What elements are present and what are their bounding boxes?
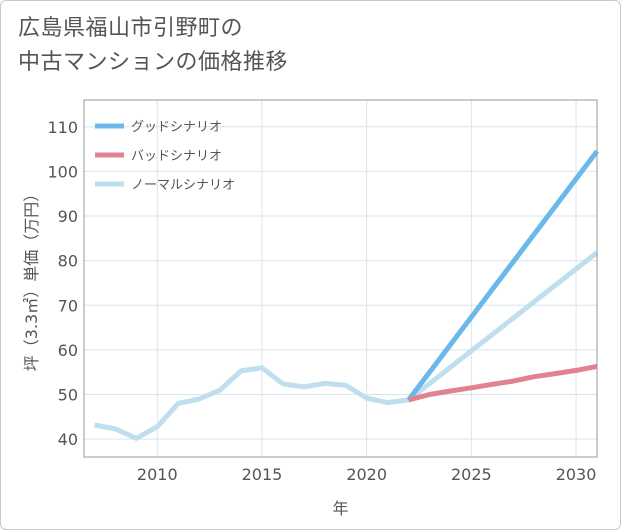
x-tick-label: 2020 [346,465,387,484]
x-axis-title: 年 [332,499,348,518]
y-tick-label: 110 [47,118,78,137]
legend-label: バッドシナリオ [131,149,222,164]
legend-label: グッドシナリオ [131,120,222,135]
y-tick-label: 100 [47,162,78,181]
y-axis-title: 坪（3.3㎡）単価（万円） [22,186,41,371]
legend-label: ノーマルシナリオ [131,178,235,193]
plot-area [84,100,597,457]
x-tick-labels: 2010 2015 2020 2025 2030 [137,465,596,484]
x-tick-label: 2015 [242,465,283,484]
x-tick-label: 2010 [137,465,178,484]
chart-title: 広島県福山市引野町の 中古マンションの価格推移 [18,12,288,80]
x-tick-label: 2025 [451,465,492,484]
plot-border [83,99,598,458]
title-line-1: 広島県福山市引野町の [18,16,244,41]
y-tick-label: 50 [58,386,78,405]
series-line-good [406,149,599,402]
y-tick-label: 60 [58,341,78,360]
x-tick-label: 2030 [556,465,597,484]
series-line-normal [94,250,599,441]
y-tick-label: 90 [58,207,78,226]
y-tick-labels: 40 50 60 70 80 90 100 110 [47,118,78,449]
title-line-2: 中古マンションの価格推移 [18,50,289,75]
y-tick-label: 40 [58,430,78,449]
series-line-bad [407,363,598,403]
y-tick-label: 80 [58,252,78,271]
series-lines [94,149,599,441]
y-tick-label: 70 [58,296,78,315]
